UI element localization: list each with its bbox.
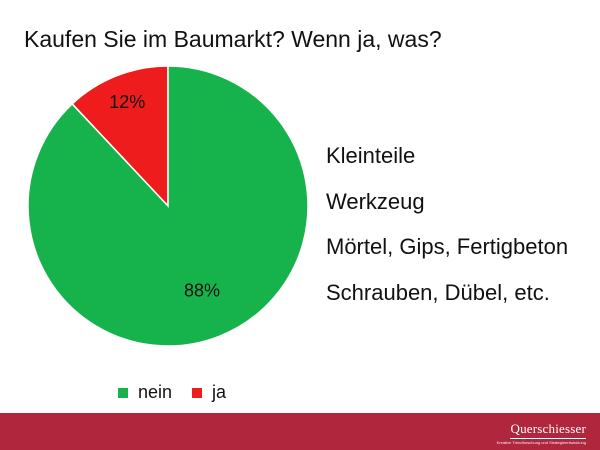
pie-chart: 12% 88%	[27, 65, 309, 347]
pie-slices	[27, 65, 309, 347]
answer-item: Schrauben, Dübel, etc.	[326, 279, 550, 305]
legend-label-nein: nein	[138, 382, 173, 402]
answer-list: Kleinteile Werkzeug Mörtel, Gips, Fertig…	[326, 133, 568, 315]
footer-bar: Querschiesser Kreative Trendforschung un…	[0, 413, 600, 450]
pie-label-ja: 12%	[109, 92, 145, 112]
legend-item-nein: nein	[118, 382, 172, 403]
brand-logo: Querschiesser Kreative Trendforschung un…	[497, 420, 586, 445]
legend-swatch-nein	[118, 387, 128, 398]
legend-label-ja: ja	[212, 382, 227, 402]
answer-item: Mörtel, Gips, Fertigbeton	[326, 234, 569, 259]
pie-slice-nein	[27, 65, 309, 347]
brand-name: Querschiesser	[510, 421, 586, 439]
pie-labels: 12% 88%	[109, 92, 220, 301]
pie-slice-ja	[71, 65, 169, 208]
brand-tagline: Kreative Trendforschung und Strategieent…	[496, 440, 586, 445]
chart-title: Kaufen Sie im Baumarkt? Wenn ja, was?	[24, 26, 442, 52]
legend-item-ja: ja	[192, 382, 226, 403]
pie-label-nein: 88%	[184, 281, 220, 301]
legend: nein ja	[118, 382, 246, 403]
answer-item: Kleinteile	[326, 143, 416, 168]
answer-item: Werkzeug	[326, 188, 425, 214]
legend-swatch-ja	[192, 387, 203, 398]
